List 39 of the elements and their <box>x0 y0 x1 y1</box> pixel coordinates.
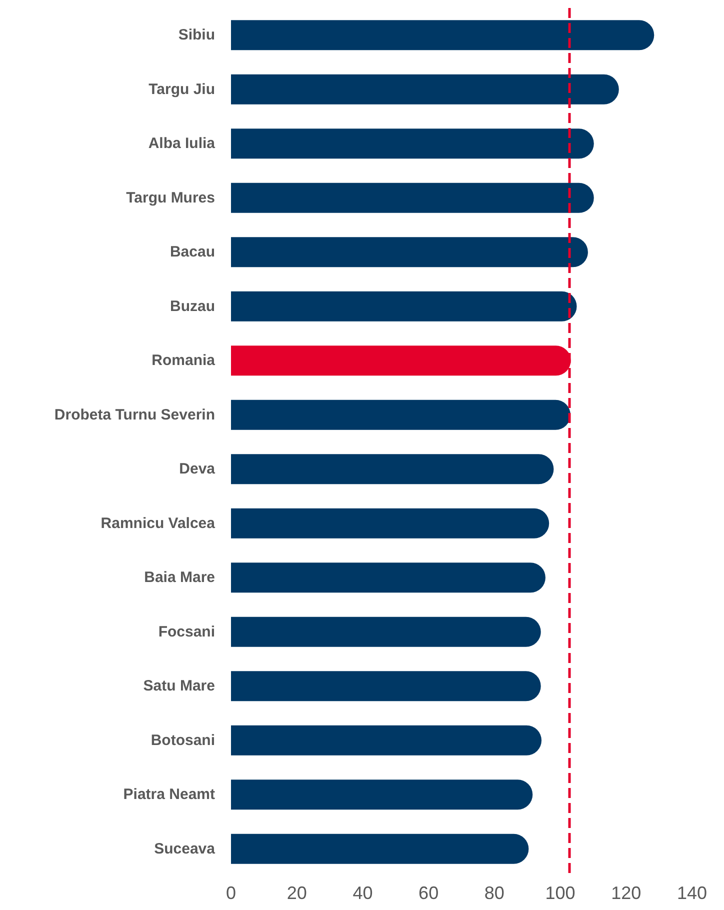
bar <box>231 616 541 647</box>
y-tick-label: Alba Iulia <box>148 135 216 152</box>
y-tick-label: Drobeta Turnu Severin <box>54 406 215 424</box>
y-tick-label: Baia Mare <box>144 569 215 586</box>
bar <box>231 508 550 538</box>
y-tick-label: Sibiu <box>178 26 215 44</box>
bar <box>231 780 533 810</box>
y-tick-label: Targu Mures <box>126 189 215 206</box>
x-tick-label: 120 <box>611 883 642 903</box>
bar <box>231 237 588 268</box>
y-tick-label: Romania <box>152 352 216 370</box>
y-tick-label: Focsani <box>158 623 215 640</box>
x-tick-label: 20 <box>286 883 307 903</box>
y-tick-label: Satu Mare <box>143 678 215 695</box>
y-tick-label: Targu Jiu <box>148 80 215 98</box>
y-tick-label: Botosani <box>150 732 215 749</box>
bar <box>231 128 594 159</box>
x-tick-label: 100 <box>545 883 576 903</box>
bar <box>231 74 619 104</box>
y-tick-label: Deva <box>179 460 216 478</box>
y-tick-label: Bacau <box>170 244 215 261</box>
bar <box>231 454 554 484</box>
bar <box>231 834 529 864</box>
x-tick-label: 40 <box>352 883 373 903</box>
y-tick-label: Buzau <box>170 298 215 315</box>
bar <box>231 725 542 756</box>
y-tick-label: Piatra Neamt <box>123 786 215 804</box>
bar <box>231 182 594 213</box>
bar <box>231 291 577 322</box>
bar <box>231 562 546 593</box>
y-tick-label: Ramnicu Valcea <box>100 514 216 532</box>
bar <box>231 20 654 50</box>
bar <box>231 671 541 702</box>
x-tick-label: 0 <box>226 883 236 903</box>
bar <box>231 400 570 430</box>
x-tick-label: 60 <box>418 883 439 903</box>
x-tick-label: 80 <box>484 883 504 903</box>
y-tick-label: Suceava <box>154 840 216 858</box>
x-tick-label: 140 <box>676 883 708 903</box>
